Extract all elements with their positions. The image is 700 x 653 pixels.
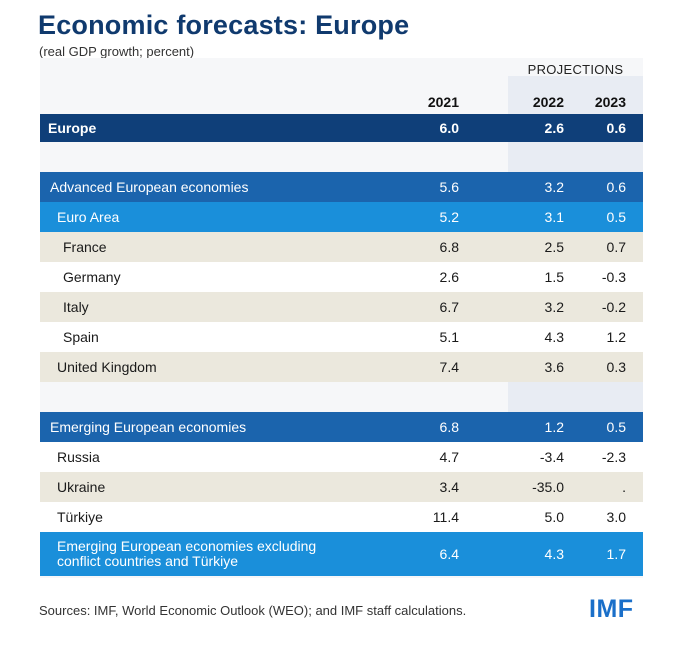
table-row-spain: Spain 5.1 4.3 1.2 [40,322,643,352]
value-2021: 7.4 [439,359,459,375]
value-2023: 0.6 [606,120,626,136]
value-2021: 4.7 [439,449,459,465]
table-row-emerging: Emerging European economies 6.8 1.2 0.5 [40,412,643,442]
value-2022: 4.3 [544,329,564,345]
page-subtitle: (real GDP growth; percent) [39,44,195,59]
page-title: Economic forecasts: Europe [38,10,410,40]
row-label: France [63,239,107,255]
value-2022: 3.1 [544,209,564,225]
row-label: Advanced European economies [50,179,249,195]
table-row-russia: Russia 4.7 -3.4 -2.3 [40,442,643,472]
row-label: United Kingdom [57,359,157,375]
value-2022: 2.6 [544,120,564,136]
value-2022: -35.0 [532,479,564,495]
value-2022: 2.5 [544,239,564,255]
row-label: Euro Area [57,209,120,225]
value-2022: 5.0 [544,509,564,525]
value-2021: 6.8 [439,239,459,255]
value-2023: 1.2 [606,329,626,345]
forecast-table: Europe 6.0 2.6 0.6 Advanced European eco… [40,114,643,576]
row-label: Europe [48,120,97,136]
value-2021: 5.6 [439,179,459,195]
column-header-2023: 2023 [594,94,626,110]
value-2023: -0.3 [601,269,626,285]
row-label: Emerging European economies excluding co… [57,539,316,569]
table-row-ukraine: Ukraine 3.4 -35.0 . [40,472,643,502]
table-row-emerging-excluding: Emerging European economies excluding co… [40,532,643,576]
value-2021: 6.7 [439,299,459,315]
value-2023: 3.0 [606,509,626,525]
value-2022: 3.2 [544,179,564,195]
value-2023: 1.7 [606,546,626,562]
source-note: Sources: IMF, World Economic Outlook (WE… [39,603,467,618]
row-label: Russia [57,449,100,465]
value-2022: 1.2 [544,419,564,435]
row-label: Emerging European economies [50,419,247,435]
value-2021: 6.0 [439,120,459,136]
table-row-italy: Italy 6.7 3.2 -0.2 [40,292,643,322]
value-2023: -0.2 [601,299,626,315]
value-2021: 2.6 [439,269,459,285]
value-2021: 3.4 [439,479,459,495]
table-row-united-kingdom: United Kingdom 7.4 3.6 0.3 [40,352,643,382]
value-2023: 0.5 [606,209,626,225]
value-2022: 3.2 [544,299,564,315]
row-label: Italy [63,299,89,315]
value-2022: 4.3 [544,546,564,562]
table-row-euro-area: Euro Area 5.2 3.1 0.5 [40,202,643,232]
value-2021: 5.2 [439,209,459,225]
value-2021: 6.4 [439,546,459,562]
row-label: Ukraine [57,479,106,495]
column-header-2022: 2022 [532,94,564,110]
table-row-advanced: Advanced European economies 5.6 3.2 0.6 [40,172,643,202]
table-row-germany: Germany 2.6 1.5 -0.3 [40,262,643,292]
projections-label: PROJECTIONS [527,62,624,77]
value-2023: 0.3 [606,359,626,375]
table-row-europe: Europe 6.0 2.6 0.6 [40,114,643,142]
value-2022: 1.5 [544,269,564,285]
table-row-france: France 6.8 2.5 0.7 [40,232,643,262]
imf-logo: IMF [589,595,634,623]
value-2021: 6.8 [439,419,459,435]
row-label-line-1: Emerging European economies excluding [57,538,317,554]
row-spacer [40,142,643,172]
row-label: Germany [63,269,121,285]
value-2023: . [622,479,626,495]
row-spacer [40,382,643,412]
value-2021: 5.1 [439,329,459,345]
row-label: Spain [63,329,99,345]
value-2022: 3.6 [544,359,564,375]
row-label-line-2: conflict countries and Türkiye [57,553,239,569]
table-row-turkiye: Türkiye 11.4 5.0 3.0 [40,502,643,532]
value-2023: -2.3 [601,449,626,465]
value-2023: 0.6 [606,179,626,195]
value-2022: -3.4 [539,449,564,465]
value-2021: 11.4 [432,509,459,525]
column-header-2021: 2021 [427,94,459,110]
value-2023: 0.7 [606,239,626,255]
row-label: Türkiye [57,509,103,525]
value-2023: 0.5 [606,419,626,435]
